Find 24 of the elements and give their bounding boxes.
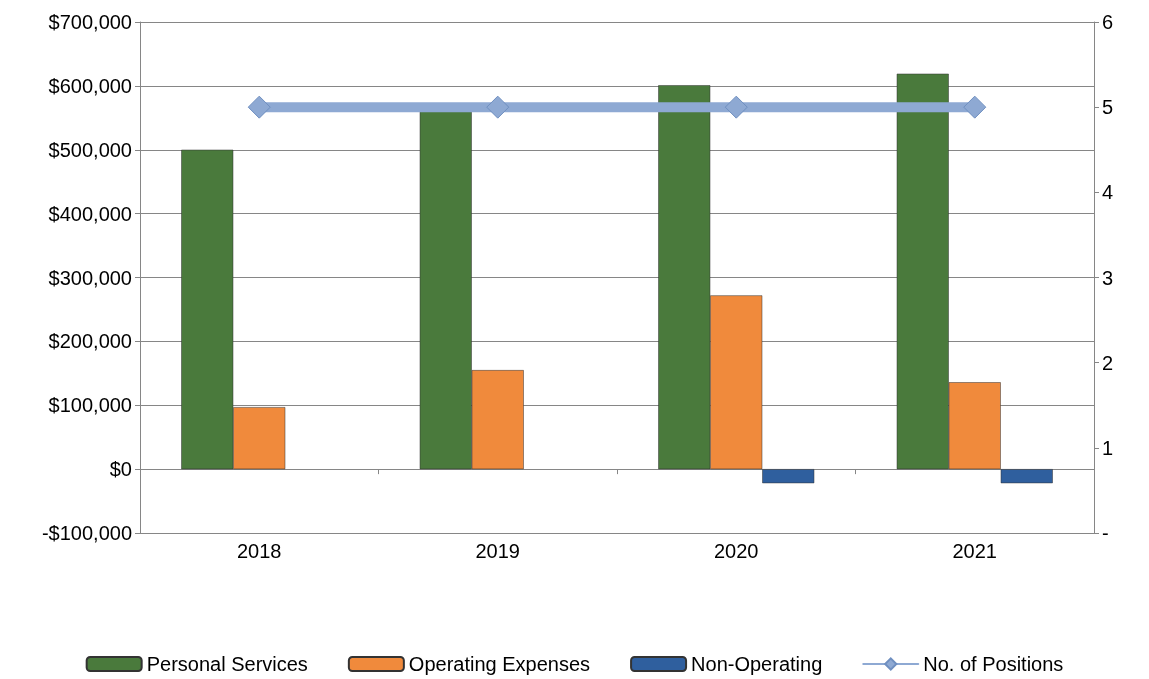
x-tick-label: 2020 [714, 540, 759, 562]
y-tick-label: $100,000 [48, 394, 132, 417]
x-tick-label: 2019 [475, 540, 520, 562]
legend-label: No. of Positions [923, 653, 1064, 675]
y2-tick-label: 4 [1102, 181, 1114, 204]
y-tick-label: $0 [109, 458, 132, 481]
y-tick-label: $600,000 [48, 74, 132, 97]
y-tick-label: $500,000 [48, 138, 132, 161]
legend-label: Personal Services [146, 653, 308, 675]
legend-label: Non-Operating [691, 653, 823, 675]
x-tick-label: 2018 [237, 540, 282, 562]
y2-tick-label: 1 [1102, 436, 1114, 459]
y-tick-label: $300,000 [48, 266, 132, 289]
y2-tick-label: 5 [1102, 96, 1114, 119]
y-tick-label: -$100,000 [41, 522, 132, 544]
y2-tick-label: 6 [1102, 11, 1114, 33]
x-tick-label: 2021 [952, 540, 997, 562]
y2-tick-label: 2 [1102, 351, 1114, 374]
y2-tick-label: - [1102, 522, 1109, 544]
y2-tick-label: 3 [1102, 266, 1114, 289]
legend-label: Operating Expenses [408, 653, 591, 675]
y-tick-label: $400,000 [48, 202, 132, 225]
y-tick-label: $200,000 [48, 330, 132, 353]
y-tick-label: $700,000 [48, 11, 132, 33]
